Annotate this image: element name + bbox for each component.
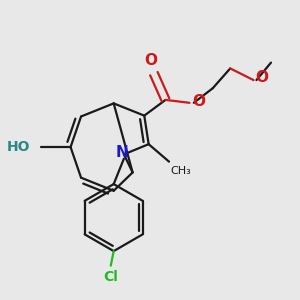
Text: O: O [255, 70, 268, 85]
Text: Cl: Cl [103, 270, 118, 284]
Text: N: N [116, 145, 129, 160]
Text: HO: HO [7, 140, 31, 154]
Text: O: O [192, 94, 205, 109]
Text: O: O [145, 53, 158, 68]
Text: CH₃: CH₃ [170, 166, 191, 176]
